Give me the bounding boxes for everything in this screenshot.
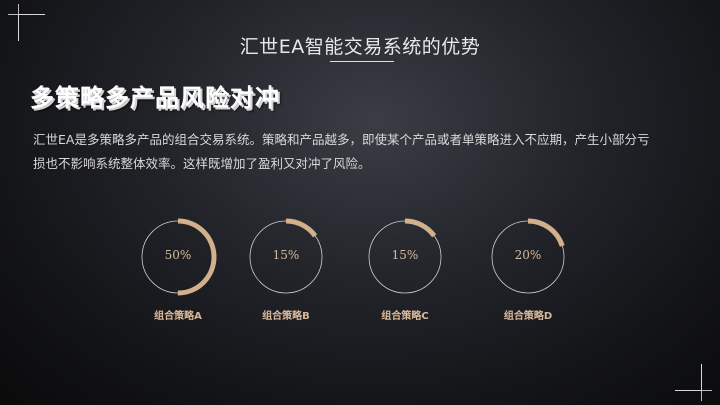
donut-value-label: 15% bbox=[391, 248, 419, 262]
donut-chart-b: 15% 组合策略B bbox=[246, 217, 336, 327]
donut-category-label: 组合策略D bbox=[503, 311, 553, 322]
donut-value-label: 15% bbox=[272, 248, 300, 262]
donut-chart-a: 50% 组合策略A bbox=[138, 217, 228, 327]
corner-tick bbox=[702, 390, 712, 391]
corner-tick bbox=[701, 391, 702, 401]
donut-svg bbox=[139, 218, 217, 296]
donut-svg bbox=[489, 218, 567, 296]
donut-arc bbox=[366, 218, 444, 296]
donut-value-label: 50% bbox=[164, 248, 192, 262]
donut-arc bbox=[247, 218, 325, 296]
donut-category-label: 组合策略C bbox=[381, 311, 429, 322]
title-underline bbox=[330, 61, 394, 62]
corner-tick bbox=[18, 4, 19, 14]
donut-chart-c: 15% 组合策略C bbox=[365, 217, 455, 327]
description-paragraph: 汇世EA是多策略多产品的组合交易系统。策略和产品越多，即使某个产品或者单策略进入… bbox=[33, 132, 650, 171]
corner-frame-top-left bbox=[18, 14, 45, 41]
donut-arc bbox=[489, 218, 567, 296]
corner-frame-bottom-right bbox=[675, 364, 702, 391]
headline: 多策略多产品风险对冲 bbox=[30, 84, 280, 112]
donut-value-label: 20% bbox=[514, 248, 542, 262]
donut-category-label: 组合策略A bbox=[154, 311, 202, 322]
corner-tick bbox=[8, 14, 18, 15]
donut-chart-d: 20% 组合策略D bbox=[488, 217, 578, 327]
donut-svg bbox=[366, 218, 444, 296]
donut-svg bbox=[247, 218, 325, 296]
donut-arc bbox=[139, 218, 217, 296]
slide-title: 汇世EA智能交易系统的优势 bbox=[239, 36, 481, 58]
donut-category-label: 组合策略B bbox=[262, 311, 310, 322]
